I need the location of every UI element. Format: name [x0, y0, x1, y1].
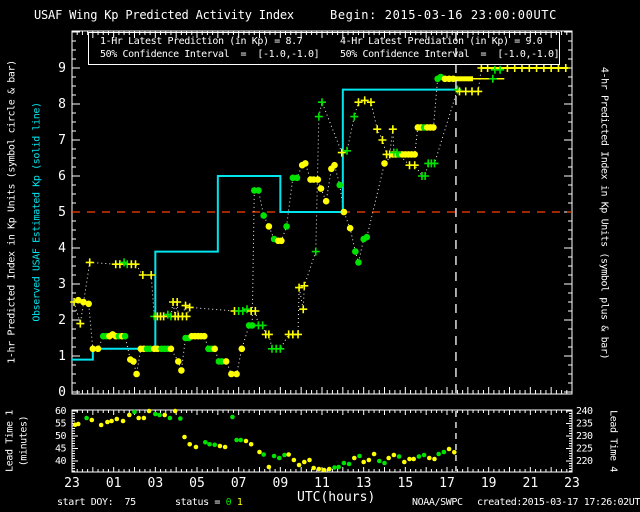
svg-text:45: 45 [55, 444, 67, 455]
svg-text:235: 235 [576, 419, 593, 430]
page-title: USAF Wing Kp Predicted Activity Index [34, 8, 294, 22]
left-axis-label-1hr: 1-hr Predicted Index in Kp Units (symbol… [6, 60, 18, 364]
svg-text:23: 23 [64, 476, 80, 491]
status-value-0: 0 [225, 497, 232, 508]
lead-panel-border [71, 409, 573, 473]
observed-kp-line [72, 88, 456, 361]
lead-time1-label: Lead Time 1 [4, 410, 16, 472]
prediction-bars [444, 67, 568, 82]
svg-text:2: 2 [58, 313, 66, 328]
svg-text:9: 9 [58, 61, 66, 76]
svg-text:1: 1 [58, 349, 66, 364]
svg-text:15: 15 [398, 476, 414, 491]
svg-text:7: 7 [58, 133, 66, 148]
created-timestamp: created:2015-03-17 17:26:02UTC [477, 497, 640, 508]
status-label: status = [175, 497, 226, 508]
svg-text:17: 17 [439, 476, 455, 491]
svg-text:11: 11 [314, 476, 330, 491]
right-axis-label-4hr: 4-hr Predicted Index in Kp Units (symbol… [598, 66, 610, 360]
svg-text:60: 60 [55, 406, 67, 417]
legend-1hr-prediction: 1-Hr Latest Prediction (in Kp) = 8.7 [100, 36, 303, 47]
agency-credit: NOAA/SWPC [412, 497, 463, 508]
svg-text:23: 23 [564, 476, 580, 491]
svg-text:05: 05 [189, 476, 205, 491]
pred-4hr-pluses [70, 64, 570, 353]
svg-text:55: 55 [55, 419, 67, 430]
svg-text:21: 21 [523, 476, 539, 491]
svg-text:4: 4 [58, 241, 66, 256]
svg-text:6: 6 [58, 169, 66, 184]
pred-1hr-plus-marker [488, 74, 497, 83]
lead-time1-units-label: (minutes) [18, 415, 30, 467]
pred-1hr-circles [74, 73, 457, 378]
legend-4hr-prediction: 4-Hr Latest Prediation (in Kp) = 9.0 [340, 36, 543, 47]
svg-text:8: 8 [58, 97, 66, 112]
svg-text:01: 01 [106, 476, 122, 491]
status-text: status = 0 1 [175, 497, 243, 508]
x-axis-title: UTC(hours) [297, 490, 376, 505]
lead-time-dots [72, 408, 457, 473]
svg-text:03: 03 [148, 476, 164, 491]
svg-text:5: 5 [58, 205, 66, 220]
svg-text:0: 0 [58, 385, 66, 400]
legend-box [88, 32, 560, 65]
status-value-1: 1 [236, 497, 243, 508]
svg-text:3: 3 [58, 277, 66, 292]
svg-text:07: 07 [231, 476, 247, 491]
pred-1hr-bar [444, 76, 474, 82]
legend-4hr-confidence: 50% Confidence Interval = [-1.0,-1.0] [340, 49, 560, 60]
svg-text:40: 40 [55, 456, 67, 467]
svg-text:230: 230 [576, 431, 593, 442]
legend-1hr-confidence: 50% Confidence Interval = [-1.0,-1.0] [100, 49, 320, 60]
svg-text:19: 19 [481, 476, 497, 491]
svg-text:13: 13 [356, 476, 372, 491]
left-axis-label-observed: Observed USAF Estimated Kp (solid line) [31, 102, 43, 322]
svg-text:09: 09 [273, 476, 289, 491]
svg-text:50: 50 [55, 431, 67, 442]
axes [71, 30, 573, 473]
pred-4hr-connector [73, 67, 566, 350]
svg-text:220: 220 [576, 456, 593, 467]
tick-marks [71, 31, 573, 472]
svg-text:240: 240 [576, 406, 593, 417]
lead-time4-label: Lead Time 4 [607, 410, 619, 472]
start-doy-text: start DOY: 75 [57, 497, 136, 508]
begin-timestamp: Begin: 2015-03-16 23:00:00UTC [330, 8, 557, 22]
svg-text:225: 225 [576, 444, 593, 455]
